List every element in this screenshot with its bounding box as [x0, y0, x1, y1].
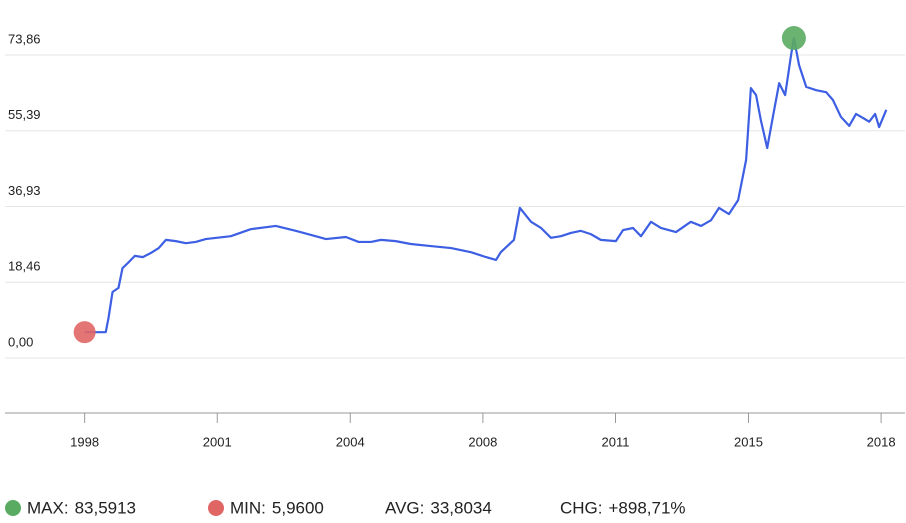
- stat-label: MIN:: [230, 498, 266, 517]
- stat: MIN: 5,9600: [208, 498, 324, 517]
- x-tick-label: 2011: [602, 434, 630, 449]
- x-tick-label: 1998: [70, 434, 99, 449]
- x-tick-label: 2015: [734, 434, 763, 449]
- stat-label: MAX:: [27, 498, 69, 517]
- y-tick-label: 36,93: [8, 183, 41, 198]
- stat-value: 83,5913: [75, 498, 136, 517]
- y-tick-label: 18,46: [8, 259, 41, 274]
- x-tick-label: 2008: [468, 434, 497, 449]
- y-tick-label: 73,86: [8, 31, 41, 46]
- stat: MAX: 83,5913: [5, 498, 136, 517]
- stat-dot: [5, 500, 21, 516]
- x-tick-label: 2001: [203, 434, 232, 449]
- min-marker: [73, 321, 96, 344]
- stat-value: 5,9600: [272, 498, 324, 517]
- stat-dot: [208, 500, 224, 516]
- stat: CHG: +898,71%: [560, 498, 686, 517]
- stat-label: CHG:: [560, 498, 603, 517]
- max-marker: [781, 26, 806, 51]
- y-tick-label: 55,39: [8, 107, 41, 122]
- price-line: [84, 36, 888, 334]
- y-tick-label: 0,00: [8, 334, 33, 349]
- stat-value: +898,71%: [609, 498, 686, 517]
- stat: AVG: 33,8034: [385, 498, 492, 517]
- x-tick-label: 2004: [336, 434, 365, 449]
- stat-label: AVG:: [385, 498, 424, 517]
- stat-value: 33,8034: [430, 498, 491, 517]
- x-tick-label: 2018: [867, 434, 896, 449]
